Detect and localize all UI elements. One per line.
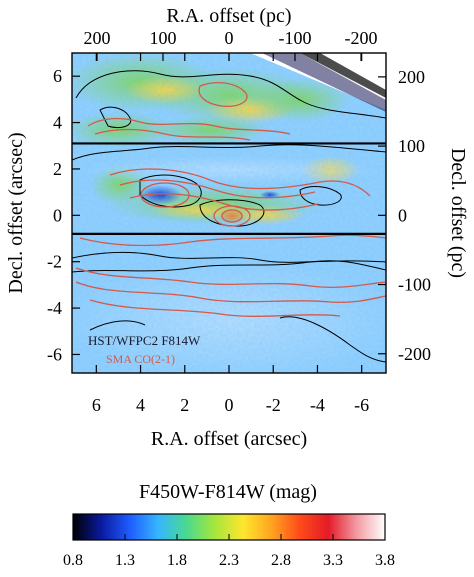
- top-tick-label: -200: [345, 28, 378, 48]
- co-contour: [94, 128, 251, 141]
- co-contour: [79, 234, 386, 247]
- colorbar-tick-label: 1.8: [167, 552, 187, 569]
- right-tick-label: 0: [398, 205, 407, 225]
- bottom-tick-label: -2: [266, 395, 281, 415]
- co-contour: [89, 299, 341, 317]
- left-axis-title: Decl. offset (arcsec): [5, 132, 27, 293]
- colorbar-tick-label: 1.3: [115, 552, 135, 569]
- co-contour: [75, 267, 386, 288]
- left-tick-label: 4: [53, 113, 62, 133]
- left-tick-label: 0: [53, 205, 62, 225]
- black-contour: [72, 144, 386, 161]
- bottom-axis-title: R.A. offset (arcsec): [151, 428, 307, 450]
- black-contour: [139, 174, 202, 208]
- co-contour: [221, 209, 243, 223]
- colorbar-tick-label: 2.8: [271, 552, 291, 569]
- left-tick-label: -4: [47, 298, 62, 318]
- left-tick-label: -6: [47, 344, 62, 364]
- color-image: [72, 53, 386, 373]
- colorbar-title: F450W-F814W (mag): [139, 481, 317, 503]
- top-tick-label: 0: [225, 28, 234, 48]
- top-tick-label: -100: [279, 28, 312, 48]
- instrument-annotation: HST/WFPC2 F814W: [88, 333, 201, 348]
- co-contour: [109, 168, 371, 197]
- left-tick-label: 6: [53, 66, 62, 86]
- co-contour: [198, 81, 248, 107]
- region-box-layer: [72, 142, 386, 235]
- bottom-tick-label: 0: [225, 395, 234, 415]
- co-contour: [119, 179, 316, 199]
- axis-ticks: [72, 53, 386, 373]
- co-contour: [75, 281, 386, 304]
- colorbar-tick-label: 0.8: [63, 552, 83, 569]
- colorbar-tick-label: 3.3: [323, 552, 343, 569]
- bottom-tick-label: -6: [354, 395, 369, 415]
- bottom-tick-label: 6: [92, 395, 101, 415]
- black-contour: [89, 316, 386, 363]
- black-contour: [75, 70, 386, 119]
- axis-labels: 6 4 2 0 -2 -4 -6 -6 -4 -2 0 2 4 6 200 100 0 -100 -200 200 10…: [47, 28, 431, 415]
- right-tick-label: 100: [398, 136, 425, 156]
- masked-edge-line: [300, 53, 386, 98]
- black-contour: [299, 186, 342, 206]
- bottom-tick-label: 2: [180, 395, 189, 415]
- right-tick-label: -200: [398, 344, 431, 364]
- top-axis-title: R.A. offset (pc): [166, 5, 291, 27]
- top-tick-label: 200: [83, 28, 110, 48]
- colorbar-ticks: 0.8 1.3 1.8 2.3 2.8 3.3 3.8: [63, 534, 395, 569]
- co-contour: [129, 193, 319, 211]
- right-tick-label: 200: [398, 67, 425, 87]
- bottom-tick-label: 4: [136, 395, 145, 415]
- left-tick-label: -2: [47, 252, 62, 272]
- bottom-tick-label: -4: [310, 395, 325, 415]
- colorbar-tick-label: 2.3: [219, 552, 239, 569]
- colorbar-tick-label: 3.8: [375, 552, 395, 569]
- image-texture: [72, 53, 386, 373]
- left-tick-label: 2: [53, 159, 62, 179]
- co-contour: [213, 205, 251, 227]
- co-contour: [140, 182, 190, 208]
- right-tick-label: -100: [398, 275, 431, 295]
- black-contour: [99, 106, 132, 129]
- right-axis-title: Decl. offset (pc): [447, 148, 469, 278]
- black-contour: [72, 260, 386, 273]
- black-contour: [199, 199, 265, 227]
- co-contour: [87, 117, 291, 135]
- masked-edge-dark: [262, 53, 386, 112]
- contour-annotation: SMA CO(2-1): [106, 352, 175, 366]
- top-tick-label: 100: [149, 28, 176, 48]
